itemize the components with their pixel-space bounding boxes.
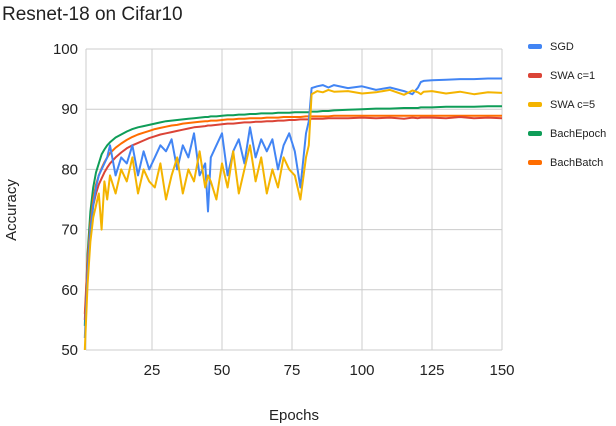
x-tick-label: 50: [214, 362, 231, 379]
data-lines: [83, 77, 503, 351]
x-tick-label: 75: [284, 362, 301, 379]
y-tick-label: 100: [53, 41, 78, 58]
legend-swatch-icon: [528, 131, 542, 136]
legend-swatch-icon: [528, 102, 542, 107]
grid-lines: [85, 48, 503, 351]
y-tick-label: 50: [61, 342, 78, 359]
legend-swatch-icon: [528, 73, 542, 78]
legend-swatch-icon: [528, 44, 542, 49]
series-line-bachepoch: [83, 105, 502, 326]
y-axis-ticks: 50 60 70 80 90 100: [53, 41, 78, 359]
y-axis-label: Accuracy: [3, 179, 20, 241]
x-axis-ticks: 25 50 75 100 125 150: [144, 362, 515, 379]
legend-item-label: SWA c=5: [550, 99, 595, 111]
series-line-swa-c-5: [83, 88, 503, 351]
legend-item-label: BachBatch: [550, 157, 603, 169]
x-tick-label: 100: [349, 362, 374, 379]
legend-item-label: SGD: [550, 41, 574, 53]
chart-title: Resnet-18 on Cifar10: [2, 4, 183, 25]
legend-item-label: SWA c=1: [550, 70, 595, 82]
y-tick-label: 90: [61, 101, 78, 118]
legend: SGD SWA c=1 SWA c=5 BachEpoch BachBatch: [528, 41, 606, 169]
y-tick-label: 80: [61, 161, 78, 178]
series-line-sgd: [83, 77, 502, 339]
y-tick-label: 60: [61, 282, 78, 299]
series-line-swa-c-1: [83, 116, 503, 320]
x-axis-label: Epochs: [269, 407, 319, 424]
legend-item-label: BachEpoch: [550, 128, 606, 140]
x-tick-label: 25: [144, 362, 161, 379]
x-tick-label: 150: [489, 362, 514, 379]
y-tick-label: 70: [61, 222, 78, 239]
x-tick-label: 125: [419, 362, 444, 379]
series-line-bachbatch: [83, 114, 502, 314]
legend-swatch-icon: [528, 160, 542, 165]
